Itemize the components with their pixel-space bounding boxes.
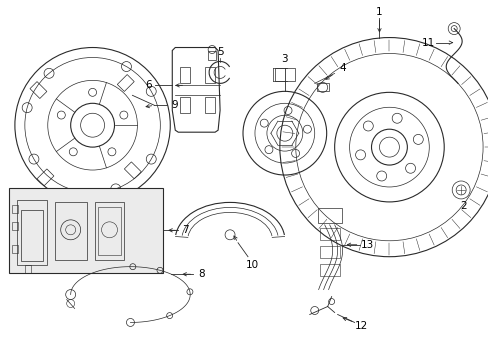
Bar bbox=[37, 169, 54, 186]
Bar bbox=[124, 162, 141, 179]
Text: 7: 7 bbox=[182, 225, 188, 235]
Text: 3: 3 bbox=[281, 54, 287, 64]
Text: 4: 4 bbox=[339, 63, 345, 73]
Text: 1: 1 bbox=[375, 6, 382, 17]
Bar bbox=[319, 228, 339, 240]
Text: 2: 2 bbox=[459, 201, 466, 211]
Bar bbox=[9, 188, 163, 273]
Text: 11: 11 bbox=[421, 38, 434, 48]
Bar bbox=[274, 68, 294, 81]
Text: 6: 6 bbox=[145, 80, 151, 90]
Bar bbox=[205, 97, 215, 113]
Bar bbox=[12, 205, 18, 213]
Bar bbox=[205, 67, 215, 84]
Bar bbox=[317, 208, 341, 223]
Bar bbox=[30, 82, 47, 99]
Text: 13: 13 bbox=[360, 240, 373, 250]
Text: 8: 8 bbox=[198, 269, 204, 279]
Bar bbox=[319, 264, 339, 276]
Bar bbox=[12, 245, 18, 253]
Bar bbox=[316, 84, 328, 91]
Bar bbox=[319, 246, 339, 258]
Bar bbox=[180, 97, 190, 113]
Bar bbox=[180, 67, 190, 84]
Bar bbox=[117, 75, 134, 91]
Bar bbox=[208, 50, 216, 60]
Bar bbox=[25, 265, 31, 273]
Text: 9: 9 bbox=[171, 100, 177, 110]
Bar bbox=[12, 222, 18, 230]
Text: 12: 12 bbox=[354, 321, 367, 332]
Text: 5: 5 bbox=[216, 48, 223, 58]
Text: 10: 10 bbox=[245, 260, 258, 270]
